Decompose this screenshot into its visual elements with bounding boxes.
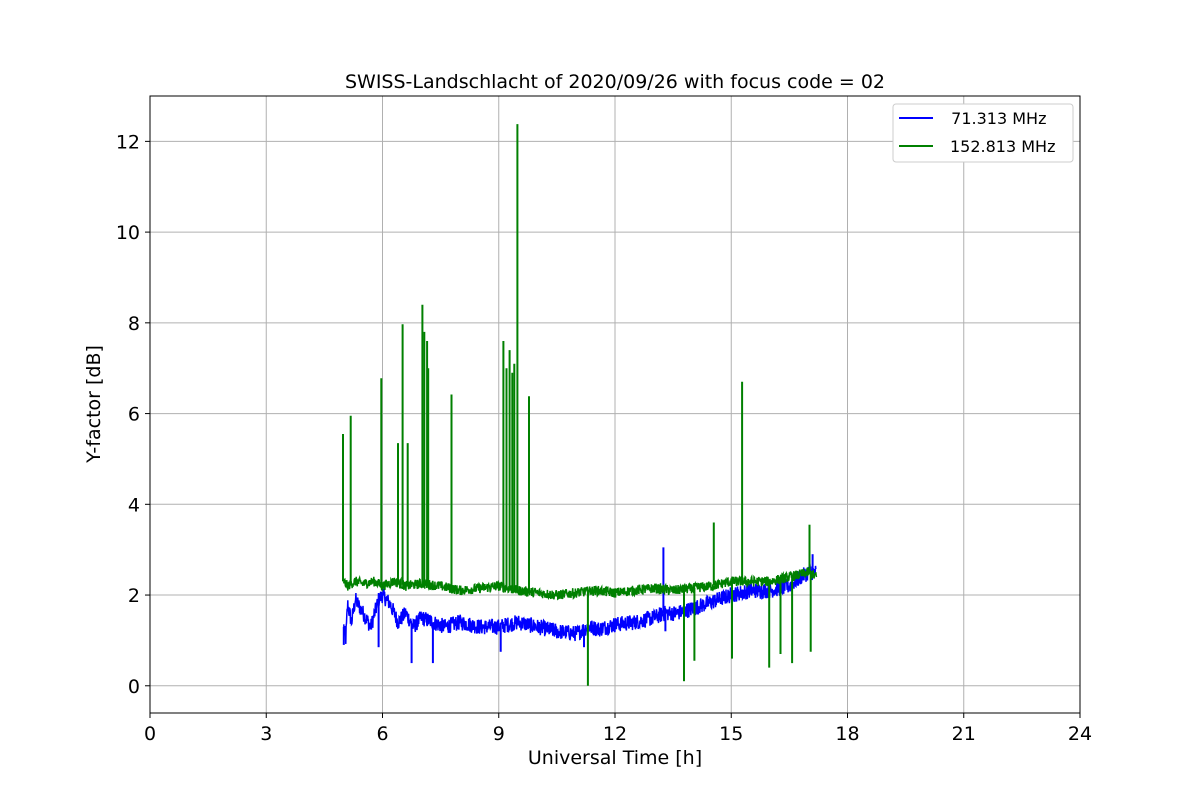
- y-tick-label: 10: [116, 222, 140, 244]
- y-tick-label: 6: [128, 404, 140, 426]
- x-tick-label: 3: [260, 723, 272, 745]
- x-tick-label: 24: [1068, 723, 1092, 745]
- x-tick-label: 15: [719, 723, 743, 745]
- y-tick-label: 4: [128, 494, 140, 516]
- legend: 71.313 MHz 152.813 MHz: [892, 103, 1074, 163]
- y-tick-label: 2: [128, 585, 140, 607]
- legend-label-152-mhz: 152.813 MHz: [950, 137, 1055, 156]
- x-tick-label: 6: [376, 723, 388, 745]
- chart-title: SWISS-Landschlacht of 2020/09/26 with fo…: [345, 71, 885, 93]
- x-tick-label: 0: [144, 723, 156, 745]
- series-line-71-mhz: [343, 563, 817, 644]
- y-axis-label: Y-factor [dB]: [83, 345, 105, 464]
- y-tick-label: 8: [128, 313, 140, 335]
- legend-label-71-mhz: 71.313 MHz: [941, 109, 1046, 128]
- x-tick-label: 18: [835, 723, 859, 745]
- y-tick-label: 12: [116, 131, 140, 153]
- legend-box: [892, 103, 1074, 163]
- x-tick-label: 12: [603, 723, 627, 745]
- x-tick-label: 21: [952, 723, 976, 745]
- series-layer: [342, 124, 818, 686]
- x-axis-label: Universal Time [h]: [528, 747, 702, 769]
- y-tick-label: 0: [128, 676, 140, 698]
- x-tick-label: 9: [493, 723, 505, 745]
- series-line-152-mhz: [343, 567, 818, 601]
